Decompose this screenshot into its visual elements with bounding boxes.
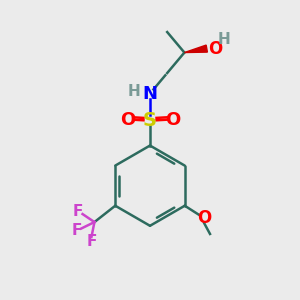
- Text: N: N: [142, 85, 158, 103]
- Text: H: H: [127, 84, 140, 99]
- Text: F: F: [73, 204, 83, 219]
- Text: S: S: [143, 111, 157, 130]
- Text: H: H: [218, 32, 230, 47]
- Text: O: O: [120, 111, 135, 129]
- Text: F: F: [86, 234, 97, 249]
- Text: O: O: [197, 208, 211, 226]
- Text: O: O: [165, 111, 180, 129]
- Text: F: F: [71, 224, 82, 238]
- Text: O: O: [208, 40, 222, 58]
- Polygon shape: [184, 45, 207, 52]
